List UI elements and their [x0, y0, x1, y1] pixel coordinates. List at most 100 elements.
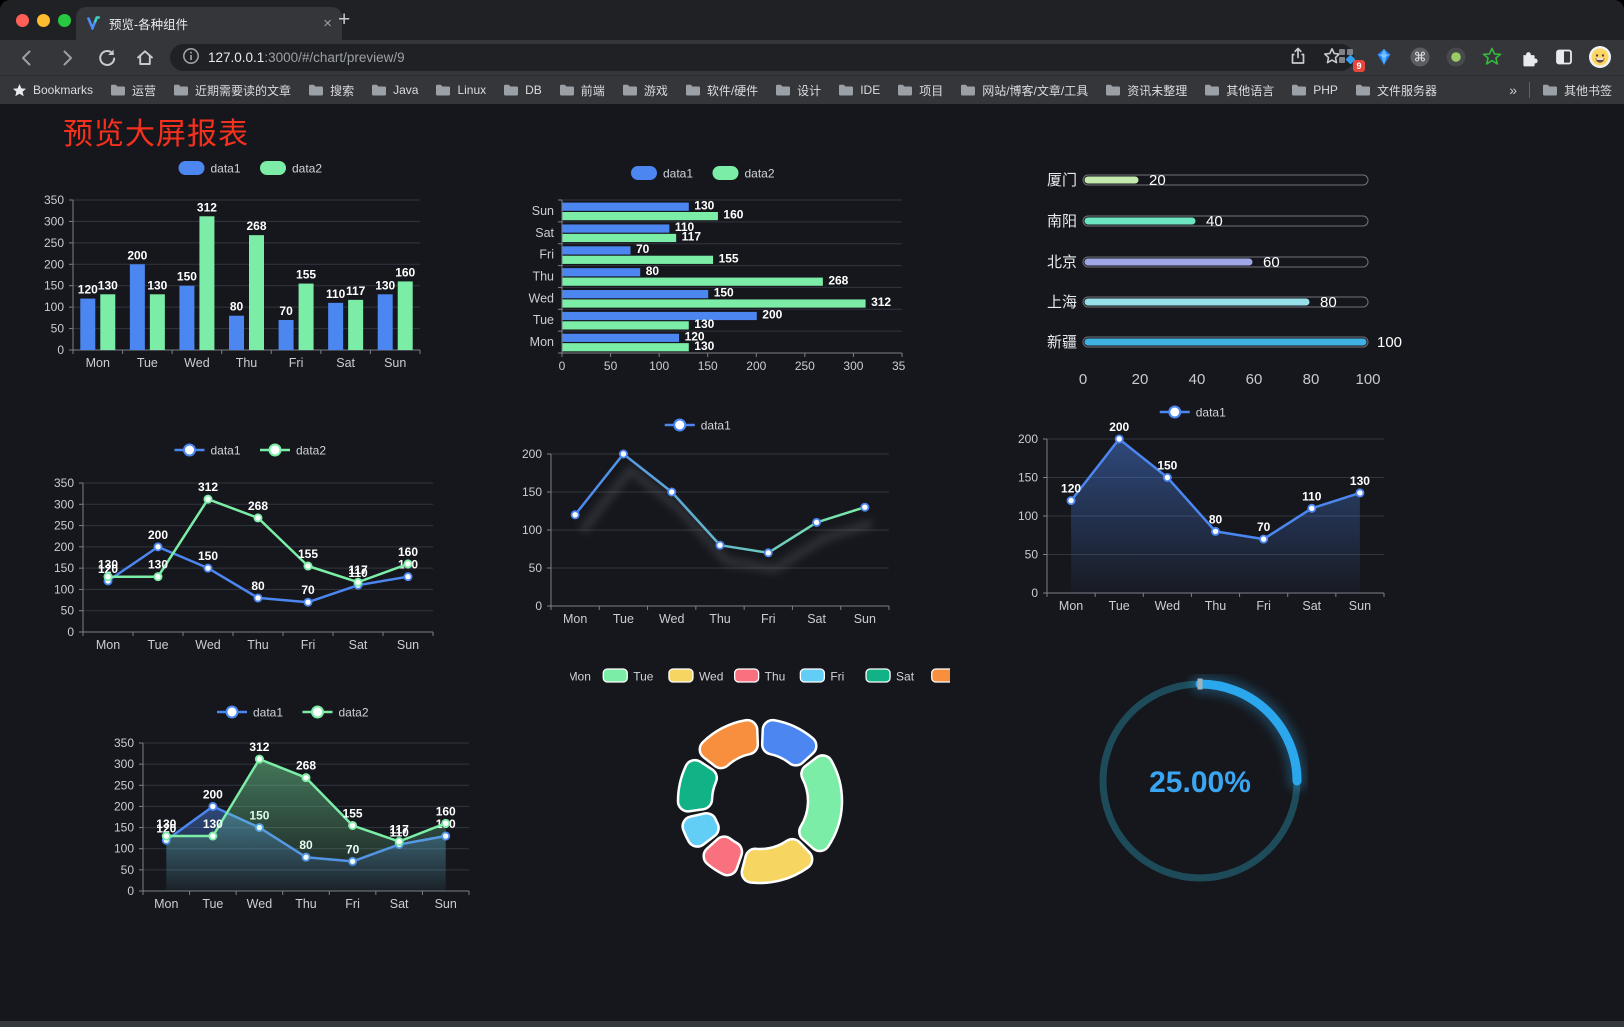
back-icon[interactable] [16, 47, 38, 69]
svg-text:155: 155 [298, 547, 318, 561]
bookmark-folder-item[interactable]: 网站/博客/文章/工具 [960, 82, 1088, 99]
svg-text:data2: data2 [296, 444, 326, 458]
data-point [1162, 473, 1172, 483]
new-tab-button[interactable]: + [338, 8, 351, 31]
svg-text:100: 100 [1018, 509, 1038, 523]
chart-legend: data1 data2 [174, 443, 326, 458]
home-icon[interactable] [134, 47, 156, 69]
svg-text:Sat: Sat [807, 612, 826, 626]
extension-command-icon[interactable]: ⌘ [1408, 45, 1432, 69]
browser-tab[interactable]: 预览-各种组件 × [76, 7, 342, 40]
svg-text:130: 130 [694, 317, 714, 331]
bar [100, 294, 116, 350]
bookmark-label: IDE [860, 83, 881, 97]
page-title: 预览大屏报表 [63, 118, 249, 151]
bar [348, 299, 364, 350]
bookmarks-tail: » 其他书签 [1509, 82, 1612, 99]
progress-fill [1084, 338, 1367, 346]
data-point [394, 837, 404, 847]
bookmark-folder-item[interactable]: 软件/硬件 [685, 82, 758, 99]
data-point [403, 559, 413, 569]
svg-text:0: 0 [57, 343, 64, 357]
bookmark-star-icon[interactable] [1322, 46, 1342, 69]
minimize-window-button[interactable] [37, 14, 50, 27]
svg-text:80: 80 [1209, 512, 1223, 526]
pie-slice [698, 718, 760, 770]
tab-close-icon[interactable]: × [323, 15, 332, 32]
site-info-icon[interactable] [182, 47, 200, 68]
bookmark-label: 文件服务器 [1376, 83, 1437, 98]
extension-record-icon[interactable] [1444, 45, 1468, 69]
bookmark-folder-item[interactable]: Java [371, 83, 418, 97]
svg-text:Sun: Sun [532, 204, 554, 218]
svg-text:100: 100 [114, 842, 134, 856]
svg-text:250: 250 [795, 359, 815, 373]
bookmark-folder-item[interactable]: PHP [1291, 83, 1338, 97]
bookmark-folder-item[interactable]: DB [503, 83, 542, 97]
svg-text:厦门: 厦门 [1047, 172, 1077, 189]
extensions-puzzle-icon[interactable] [1516, 45, 1540, 69]
bookmarks-divider [1528, 82, 1530, 98]
bar [562, 202, 689, 211]
data-point [1259, 534, 1269, 544]
reload-icon[interactable] [96, 47, 118, 69]
maximize-window-button[interactable] [58, 14, 71, 27]
bookmark-folder-item[interactable]: 资讯未整理 [1105, 82, 1187, 99]
svg-text:Mon: Mon [154, 897, 178, 911]
bookmark-folder-item[interactable]: 其他语言 [1204, 82, 1274, 99]
bookmark-folder-item[interactable]: 前端 [559, 82, 605, 99]
bookmark-folder-item[interactable]: 近期需要读的文章 [173, 82, 291, 99]
data-point [1307, 503, 1317, 513]
chart-line-gradient: data1 0 50 100 150 200 Mon Tue Wed Thu Fri Sat Sun [500, 401, 900, 639]
bookmark-folder-item[interactable]: 运营 [110, 82, 156, 99]
bookmark-folder-item[interactable]: Linux [435, 83, 486, 97]
svg-text:350: 350 [54, 476, 74, 490]
pie-slice [798, 754, 844, 853]
bar [199, 216, 215, 350]
bookmark-folder-item[interactable]: 项目 [897, 82, 943, 99]
svg-text:160: 160 [398, 545, 418, 559]
line-area-single-svg: data1 0 50 100 150 200 Mon Tue Wed Thu Fri Sat Sun 12… [1018, 405, 1385, 613]
extension-grid-icon[interactable]: 9 [1336, 45, 1365, 72]
split-view-icon[interactable] [1552, 45, 1576, 69]
bookmark-folder-item[interactable]: 设计 [775, 82, 821, 99]
extension-star-icon[interactable] [1480, 45, 1504, 69]
extension-gem-icon[interactable] [1372, 45, 1396, 69]
data-point [301, 773, 311, 783]
share-icon[interactable] [1288, 46, 1308, 69]
forward-icon[interactable] [56, 47, 78, 69]
svg-text:268: 268 [248, 499, 268, 513]
bookmark-folder-item[interactable]: 文件服务器 [1355, 82, 1437, 99]
svg-text:Thu: Thu [295, 897, 317, 911]
data-point [254, 754, 264, 764]
svg-text:⌘: ⌘ [1414, 50, 1427, 65]
svg-text:Thu: Thu [532, 270, 554, 284]
data-point [153, 572, 163, 582]
bookmark-label: 其他语言 [1226, 83, 1275, 98]
bookmark-folder-item[interactable]: IDE [838, 83, 880, 97]
svg-text:50: 50 [604, 359, 618, 373]
bookmark-folder-item[interactable]: 游戏 [622, 82, 668, 99]
plot-area: 0 50 100 150 200 Mon Tue Wed Thu Fri Sat Sun [522, 447, 890, 626]
bookmark-folder-item[interactable]: 搜索 [308, 82, 354, 99]
svg-text:110: 110 [326, 287, 346, 301]
profile-avatar[interactable] [1588, 45, 1612, 69]
star-icon [13, 83, 26, 96]
bookmark-item-bookmarks[interactable]: Bookmarks [12, 83, 93, 98]
bar [377, 294, 393, 350]
data-point [441, 818, 451, 828]
bookmarks-overflow-icon[interactable]: » [1509, 82, 1517, 98]
bar-horizontal-svg: data1data2050100150200250300350Mon120130… [529, 166, 912, 373]
close-window-button[interactable] [16, 14, 29, 27]
other-bookmarks[interactable]: 其他书签 [1542, 82, 1612, 99]
folder-icon [372, 84, 387, 96]
pie-slice [740, 837, 814, 885]
svg-text:Tue: Tue [137, 356, 158, 370]
svg-text:data2: data2 [339, 706, 369, 720]
data-point [667, 487, 677, 497]
folder-icon [622, 84, 637, 96]
address-bar[interactable]: 127.0.0.1:3000/#/chart/preview/9 [170, 44, 1354, 71]
svg-text:250: 250 [114, 778, 134, 792]
